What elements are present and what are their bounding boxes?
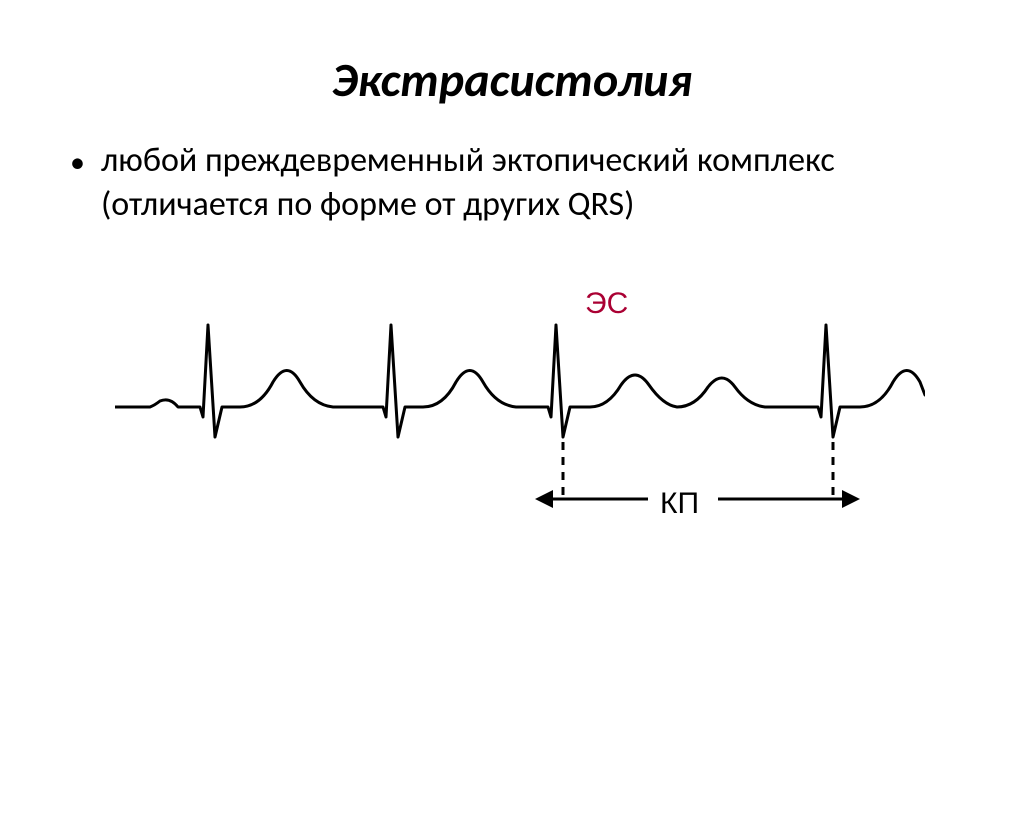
bullet-list: • любой преждевременный эктопический ком…: [70, 139, 954, 227]
ecg-svg: [115, 277, 925, 537]
bullet-marker-icon: •: [70, 143, 85, 182]
ecg-label-kp: КП: [660, 487, 699, 521]
slide-title: Экстрасистолия: [0, 50, 1024, 109]
bullet-text: любой преждевременный эктопический компл…: [101, 139, 954, 227]
bullet-item: • любой преждевременный эктопический ком…: [70, 139, 954, 227]
ecg-label-es: ЭС: [585, 287, 628, 321]
ecg-diagram: ЭС КП: [115, 277, 915, 537]
slide: Экстрасистолия • любой преждевременный э…: [0, 50, 1024, 817]
